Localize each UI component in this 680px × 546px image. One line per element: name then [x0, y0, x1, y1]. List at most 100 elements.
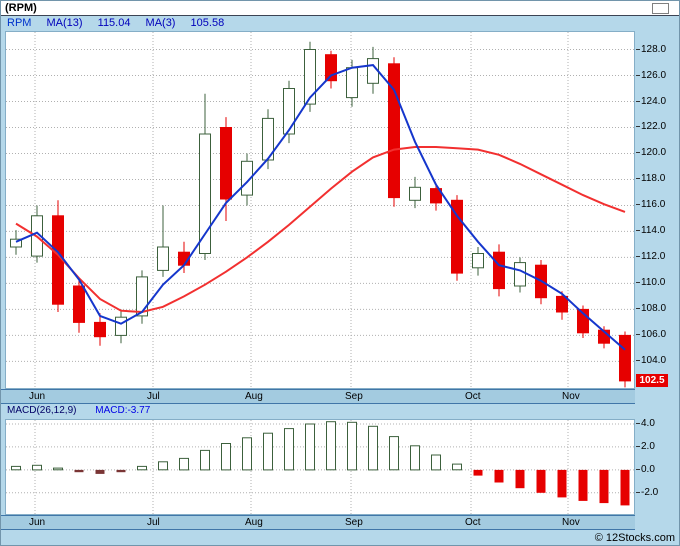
- candle-down: [73, 285, 85, 323]
- month-label: Nov: [562, 391, 580, 402]
- candle-down: [430, 188, 442, 204]
- price-tick-label: 106.0: [635, 329, 667, 341]
- candle-down: [388, 63, 400, 199]
- macd-bar-positive: [452, 463, 462, 471]
- macd-bar-positive: [242, 437, 252, 471]
- ma13-line: [15, 146, 626, 314]
- candle-down: [451, 199, 463, 274]
- macd-bar-negative: [536, 469, 546, 493]
- window-title: (RPM): [5, 2, 37, 14]
- price-plot: [5, 31, 635, 389]
- macd-bar-positive: [431, 454, 441, 471]
- price-tick-label: 108.0: [635, 303, 667, 315]
- macd-tick-label: -2.0: [635, 486, 659, 498]
- legend-ma13-value: 115.04: [97, 17, 131, 29]
- macd-bar-negative: [95, 469, 105, 474]
- candle-down: [325, 54, 337, 82]
- titlebar: (RPM): [1, 1, 679, 16]
- month-label: Jul: [147, 391, 160, 402]
- price-tick-label: 120.0: [635, 147, 667, 159]
- macd-bar-positive: [389, 436, 399, 471]
- macd-bar-negative: [578, 469, 588, 501]
- candle-up: [409, 186, 421, 201]
- macd-bar-positive: [326, 421, 336, 471]
- legend-symbol: RPM: [7, 17, 32, 29]
- month-label: Jul: [147, 517, 160, 528]
- window-control-box[interactable]: [652, 3, 669, 14]
- candle-up: [514, 262, 526, 287]
- month-label: Nov: [562, 517, 580, 528]
- price-tick-label: 128.0: [635, 43, 667, 55]
- macd-bar-positive: [221, 443, 231, 471]
- candle-down: [220, 127, 232, 200]
- macd-bar-negative: [74, 469, 84, 473]
- macd-bar-positive: [410, 445, 420, 471]
- month-label: Sep: [345, 391, 363, 402]
- price-axis: 128.0 126.0 124.0 122.0 120.0 118.0 116.0 114.0…: [635, 31, 679, 389]
- price-tick-label: 104.0: [635, 355, 667, 367]
- candle-up: [157, 246, 169, 271]
- macd-bar-negative: [473, 469, 483, 476]
- candle-up: [472, 253, 484, 269]
- month-label: Aug: [245, 517, 263, 528]
- price-tick-label: 110.0: [635, 277, 666, 289]
- macd-bar-positive: [32, 464, 42, 471]
- macd-bar-negative: [515, 469, 525, 489]
- macd-tick-label: 0.0: [636, 463, 655, 475]
- macd-bar-negative: [620, 469, 630, 506]
- macd-bar-positive: [368, 425, 378, 471]
- macd-bar-positive: [11, 465, 21, 471]
- macd-tick-label: 4.0: [636, 418, 655, 430]
- month-band-bottom: Jun Jul Aug Sep Oct Nov: [1, 515, 635, 530]
- macd-bar-negative: [116, 469, 126, 473]
- candle-up: [304, 49, 316, 105]
- price-tick-label: 118.0: [635, 173, 666, 185]
- candle-up: [241, 160, 253, 196]
- price-tick-label: 116.0: [635, 199, 666, 211]
- macd-bar-positive: [263, 432, 273, 471]
- macd-bar-positive: [200, 449, 210, 471]
- month-label: Sep: [345, 517, 363, 528]
- candle-down: [619, 334, 631, 382]
- month-label: Jun: [29, 517, 46, 528]
- candle-up: [283, 88, 295, 135]
- candle-up: [115, 316, 127, 336]
- macd-legend: MACD(26,12,9) MACD:-3.77: [7, 405, 162, 419]
- macd-bar-positive: [158, 461, 168, 471]
- copyright: © 12Stocks.com: [594, 532, 675, 544]
- candle-up: [136, 276, 148, 317]
- candle-down: [493, 251, 505, 290]
- price-tick-label: 126.0: [635, 69, 667, 81]
- price-tick-label: 114.0: [635, 225, 666, 237]
- ma3-line: [15, 64, 626, 351]
- macd-bar-positive: [53, 467, 63, 471]
- price-chart-svg: [6, 32, 634, 388]
- macd-value-label: MACD:-3.77: [95, 405, 151, 416]
- macd-bar-positive: [347, 421, 357, 471]
- candle-down: [556, 295, 568, 313]
- month-label: Aug: [245, 391, 263, 402]
- legend-ma13-label: MA(13): [46, 17, 83, 29]
- macd-bar-positive: [179, 457, 189, 471]
- month-label: Oct: [465, 517, 481, 528]
- candle-down: [94, 321, 106, 338]
- price-tick-label: 112.0: [635, 251, 666, 263]
- macd-bar-positive: [137, 465, 147, 471]
- macd-bar-negative: [557, 469, 567, 498]
- macd-bar-negative: [599, 469, 609, 504]
- last-price-tag: 102.5: [636, 373, 668, 387]
- macd-plot: [5, 419, 635, 515]
- candle-up: [199, 133, 211, 254]
- macd-bar-positive: [305, 423, 315, 471]
- month-label: Oct: [465, 391, 481, 402]
- macd-params-label: MACD(26,12,9): [7, 405, 77, 416]
- macd-bar-negative: [494, 469, 504, 483]
- candle-up: [10, 238, 22, 248]
- month-label: Jun: [29, 391, 46, 402]
- price-legend: RPM MA(13) 115.04 MA(3) 105.58: [7, 17, 236, 31]
- legend-ma3-label: MA(3): [145, 17, 176, 29]
- macd-tick-label: 2.0: [636, 440, 655, 452]
- macd-axis: 4.0 2.0 0.0 -2.0: [635, 418, 679, 515]
- month-band-top: Jun Jul Aug Sep Oct Nov: [1, 389, 635, 404]
